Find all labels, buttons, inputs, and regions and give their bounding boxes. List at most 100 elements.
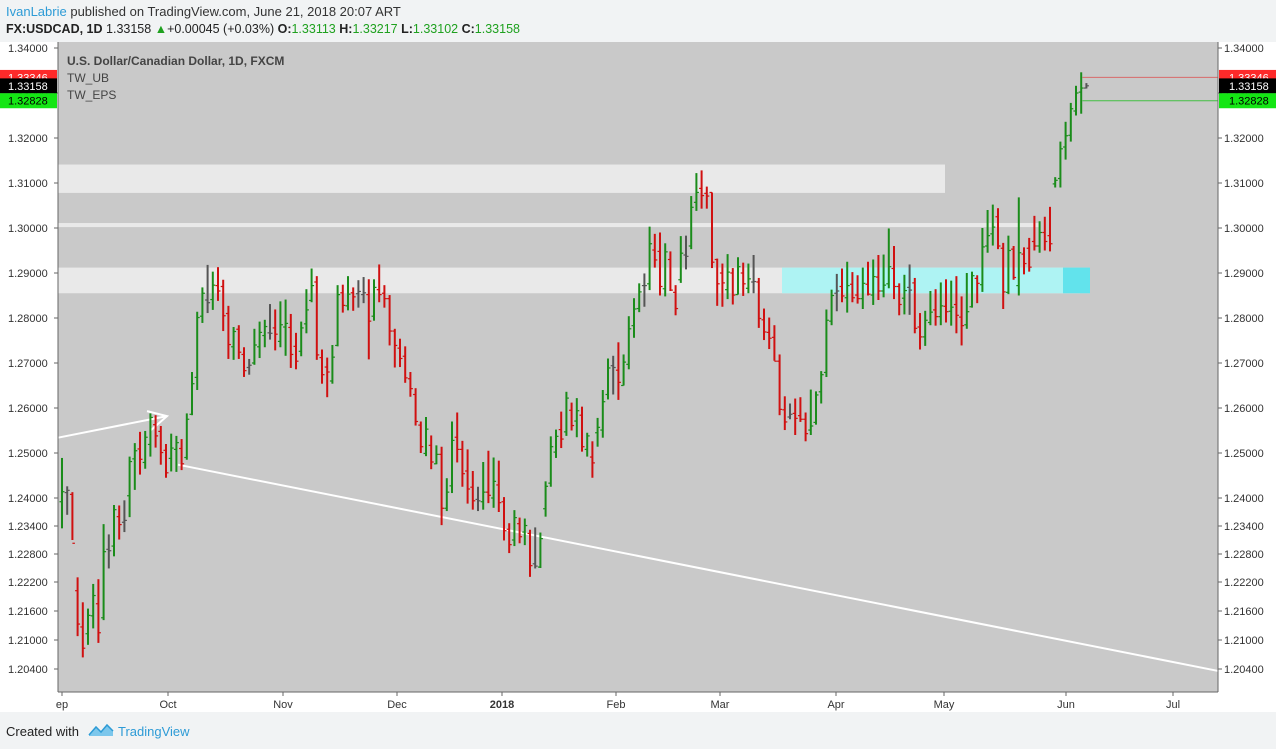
ohlc-bar	[501, 497, 507, 541]
ohlc-bar	[657, 232, 663, 296]
ohlc-bar	[475, 486, 481, 512]
x-tick-label: Feb	[607, 699, 626, 711]
ohlc-bar	[246, 358, 252, 375]
ohlc-bar	[127, 456, 133, 518]
ohlc-bar	[725, 254, 731, 300]
ohlc-bar	[745, 263, 751, 294]
ohlc-bar	[917, 313, 923, 350]
ohlc-bar	[532, 527, 538, 569]
y-tick-label-left: 1.20400	[8, 664, 48, 676]
price-tag-label-eps: 1.32828	[8, 96, 48, 108]
author-link[interactable]: IvanLabrie	[6, 4, 67, 19]
ohlc-bar	[184, 413, 190, 460]
footer: Created with TradingView	[0, 712, 1276, 749]
x-axis[interactable]: ep Oct Nov Dec 2018 Feb Mar Apr May Jun Jul	[56, 692, 1180, 711]
low-label: L:	[401, 22, 413, 36]
y-tick-label-left: 1.31000	[8, 178, 48, 190]
legend-indicator-ub[interactable]: TW_UB	[67, 71, 109, 85]
ohlc-bar	[771, 325, 777, 362]
ohlc-bar	[241, 347, 247, 377]
y-tick-label-right: 1.23400	[1224, 521, 1264, 533]
ohlc-bar	[335, 285, 341, 347]
ohlc-bar	[470, 471, 476, 510]
ohlc-bar	[392, 328, 398, 368]
ohlc-bar	[756, 277, 762, 328]
ohlc-bar	[407, 372, 413, 397]
ohlc-bar	[517, 517, 523, 544]
ohlc-bar	[397, 338, 403, 368]
ohlc-bar	[1016, 197, 1022, 296]
ohlc-bar	[797, 397, 803, 422]
ohlc-bar	[64, 486, 70, 515]
tradingview-brand-link[interactable]: TradingView	[118, 724, 190, 739]
ohlc-bar	[423, 417, 429, 457]
plot-area[interactable]	[58, 42, 1218, 692]
ohlc-bar	[979, 228, 985, 292]
close-value: 1.33158	[474, 22, 520, 36]
ohlc-bar	[730, 268, 736, 305]
ohlc-bar	[371, 279, 377, 321]
ohlc-bar	[740, 262, 746, 296]
ohlc-bar	[85, 608, 91, 645]
ohlc-bar	[485, 450, 491, 504]
y-tick-label-left: 1.29000	[8, 268, 48, 280]
y-tick-label-right: 1.29000	[1224, 268, 1264, 280]
change-up-icon: ▲	[154, 22, 168, 36]
ohlc-bar	[1021, 247, 1027, 275]
ohlc-bar	[314, 276, 320, 360]
ohlc-bar	[210, 271, 216, 310]
y-tick-label-left: 1.26000	[8, 403, 48, 415]
price-tag-eps	[1219, 93, 1276, 109]
ohlc-bar	[1057, 141, 1063, 188]
ohlc-bar	[236, 325, 242, 359]
y-tick-label-left: 1.23400	[8, 521, 48, 533]
resistance-zone	[58, 164, 945, 193]
y-tick-label-left: 1.27000	[8, 358, 48, 370]
ohlc-bar	[345, 276, 351, 311]
ohlc-bar	[813, 391, 819, 425]
ohlc-bar	[714, 258, 720, 306]
legend-indicator-eps[interactable]: TW_EPS	[67, 88, 116, 102]
ohlc-bar	[101, 524, 107, 621]
ohlc-bar	[969, 271, 975, 308]
ohlc-bar	[537, 532, 543, 568]
arrow-line	[57, 415, 168, 439]
ohlc-bar	[818, 371, 824, 404]
x-tick-label: Oct	[159, 699, 176, 711]
ohlc-bar	[860, 267, 866, 309]
ohlc-bar	[943, 279, 949, 323]
ohlc-bar	[158, 426, 164, 465]
y-tick-label-left: 1.32000	[8, 133, 48, 145]
ohlc-bar	[735, 257, 741, 296]
ohlc-bar	[792, 398, 798, 435]
ohlc-bar	[69, 492, 75, 544]
chart-container[interactable]: 1.340001.340001.330001.330001.320001.320…	[0, 42, 1276, 712]
y-tick-label-left: 1.21600	[8, 606, 48, 618]
ohlc-bar	[605, 358, 611, 400]
ohlc-bar	[766, 317, 772, 350]
ohlc-bar	[459, 440, 465, 487]
symbol-label: FX:USDCAD, 1D	[6, 22, 103, 36]
ohlc-bar	[163, 444, 169, 478]
ohlc-bar	[699, 170, 705, 209]
y-tick-label-right: 1.22800	[1224, 549, 1264, 561]
tradingview-logo-icon[interactable]	[88, 722, 114, 738]
ohlc-chart[interactable]: 1.340001.340001.330001.330001.320001.320…	[0, 42, 1276, 712]
y-tick-label-left: 1.25000	[8, 448, 48, 460]
ohlc-bar	[678, 236, 684, 283]
low-value: 1.33102	[412, 22, 459, 36]
ohlc-bar	[574, 398, 580, 438]
ohlc-bar	[95, 579, 101, 643]
ohlc-bar	[480, 462, 486, 510]
ohlc-bar	[896, 283, 902, 316]
ohlc-bar	[985, 210, 991, 253]
ohlc-bar	[901, 274, 907, 315]
ohlc-bar	[75, 577, 81, 637]
y-tick-label-right: 1.21000	[1224, 635, 1264, 647]
price-tag-label-eps: 1.32828	[1229, 96, 1269, 108]
ohlc-bar	[173, 435, 179, 472]
ohlc-bar	[589, 441, 595, 478]
ohlc-bar	[1083, 83, 1089, 89]
ohlc-bar	[875, 255, 881, 300]
ohlc-bar	[823, 309, 829, 377]
